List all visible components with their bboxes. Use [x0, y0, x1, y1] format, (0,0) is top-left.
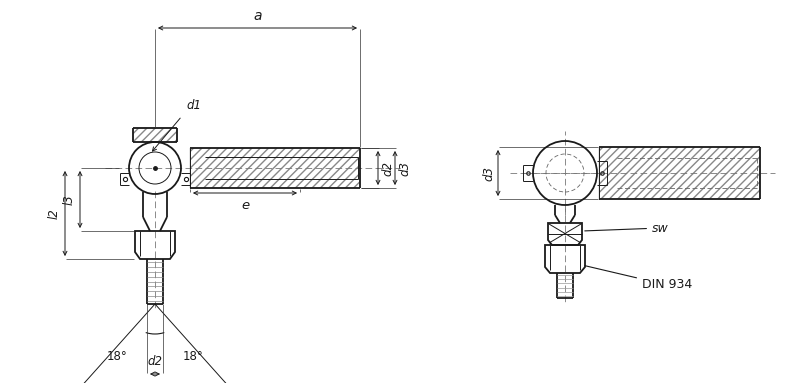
- Text: l2: l2: [48, 208, 61, 219]
- Text: d2: d2: [147, 355, 162, 368]
- Bar: [133, 128, 177, 142]
- Text: 18°: 18°: [106, 350, 127, 362]
- Text: d1: d1: [186, 99, 201, 112]
- Text: sw: sw: [585, 221, 669, 234]
- Text: DIN 934: DIN 934: [585, 266, 692, 291]
- Text: d3: d3: [482, 165, 495, 180]
- Bar: [190, 148, 360, 188]
- Bar: [599, 147, 760, 199]
- Text: d2: d2: [381, 160, 394, 175]
- Bar: [190, 148, 360, 188]
- Text: d3: d3: [398, 160, 411, 175]
- Text: a: a: [254, 9, 262, 23]
- Bar: [599, 147, 760, 199]
- Text: 18°: 18°: [182, 350, 203, 362]
- Text: l3: l3: [63, 194, 76, 205]
- Text: e: e: [241, 199, 249, 212]
